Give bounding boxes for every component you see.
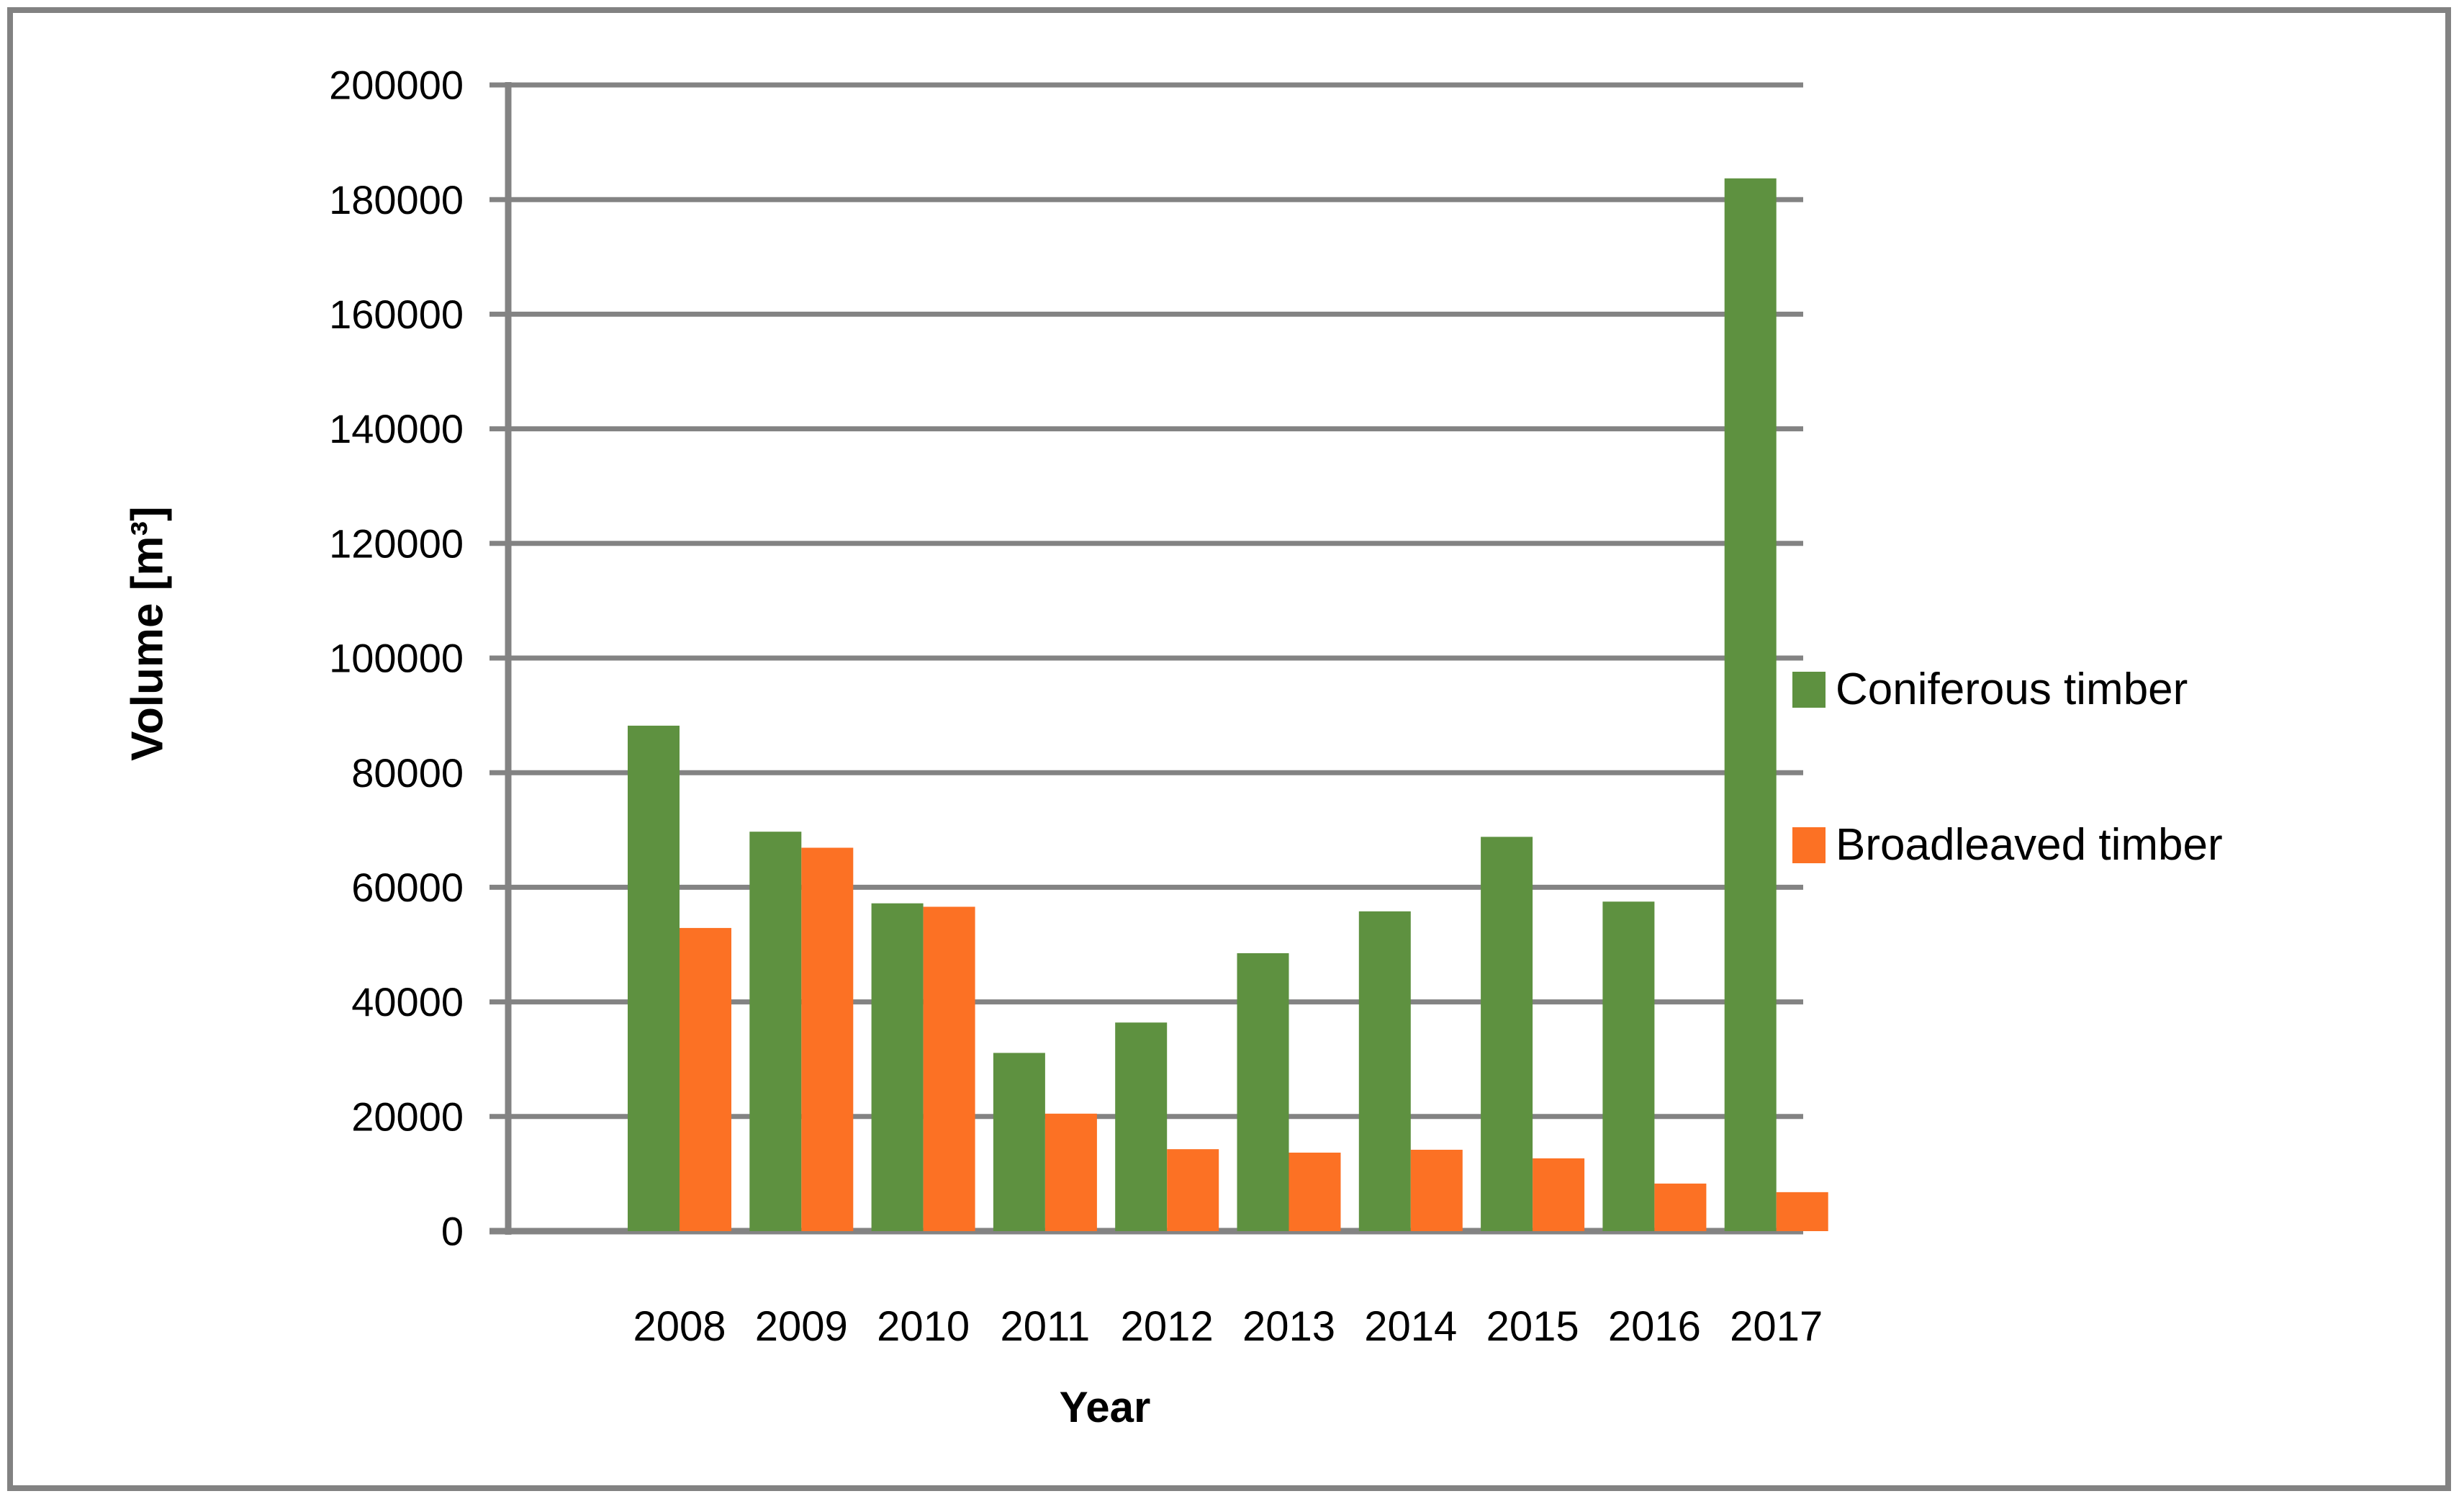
legend-marker-coniferous-icon [1792, 671, 1826, 708]
y-tick-label-200000: 200000 [329, 63, 464, 108]
bar-coniferous-2014 [1358, 911, 1411, 1231]
x-tick-label-2016: 2016 [1608, 1303, 1701, 1350]
bar-broadleaved-2014 [1410, 1149, 1463, 1231]
chart-border [7, 7, 2451, 1491]
bar-coniferous-2010 [871, 903, 924, 1231]
bar-coniferous-2012 [1115, 1022, 1168, 1231]
bar-broadleaved-2012 [1167, 1149, 1219, 1231]
bar-broadleaved-2009 [801, 847, 854, 1231]
bar-broadleaved-2011 [1044, 1113, 1097, 1231]
y-tick-label-20000: 20000 [351, 1094, 464, 1139]
legend-marker-broadleaved-icon [1792, 827, 1826, 863]
bar-coniferous-2017 [1724, 178, 1777, 1231]
y-tick-label-140000: 140000 [329, 406, 464, 451]
legend-label-coniferous: Coniferous timber [1836, 665, 2188, 714]
bar-coniferous-2016 [1602, 901, 1655, 1231]
bar-coniferous-2008 [628, 725, 680, 1231]
y-tick-label-180000: 180000 [329, 177, 464, 222]
x-tick-label-2012: 2012 [1121, 1303, 1214, 1350]
y-tick-label-0: 0 [441, 1209, 464, 1254]
x-axis-title: Year [1059, 1383, 1151, 1431]
y-tick-label-100000: 100000 [329, 636, 464, 681]
bar-broadleaved-2008 [680, 927, 731, 1231]
x-tick-label-2011: 2011 [1001, 1303, 1091, 1350]
x-tick-label-2009: 2009 [755, 1303, 848, 1350]
legend-label-broadleaved: Broadleaved timber [1836, 820, 2223, 870]
bar-coniferous-2013 [1237, 953, 1289, 1231]
y-tick-label-60000: 60000 [351, 865, 464, 910]
bar-broadleaved-2013 [1289, 1152, 1341, 1231]
bar-coniferous-2015 [1481, 837, 1533, 1231]
x-tick-label-2017: 2017 [1730, 1303, 1823, 1350]
y-tick-label-40000: 40000 [351, 979, 464, 1025]
bar-broadleaved-2016 [1654, 1183, 1707, 1231]
legend-item-broadleaved: Broadleaved timber [1792, 819, 2223, 870]
y-axis-title: Volume [m³] [122, 506, 173, 761]
bar-broadleaved-2015 [1533, 1158, 1585, 1231]
x-tick-label-2015: 2015 [1486, 1303, 1579, 1350]
legend-item-coniferous: Coniferous timber [1792, 664, 2188, 715]
y-tick-label-120000: 120000 [329, 521, 464, 566]
x-tick-label-2008: 2008 [633, 1303, 726, 1350]
y-tick-label-80000: 80000 [351, 750, 464, 796]
bar-broadleaved-2017 [1776, 1192, 1828, 1231]
x-tick-label-2013: 2013 [1242, 1303, 1335, 1350]
bar-broadleaved-2010 [923, 906, 975, 1231]
y-tick-label-160000: 160000 [329, 292, 464, 337]
x-tick-label-2014: 2014 [1364, 1303, 1457, 1350]
x-tick-label-2010: 2010 [877, 1303, 970, 1350]
bar-coniferous-2009 [749, 832, 802, 1231]
bar-coniferous-2011 [993, 1053, 1045, 1231]
